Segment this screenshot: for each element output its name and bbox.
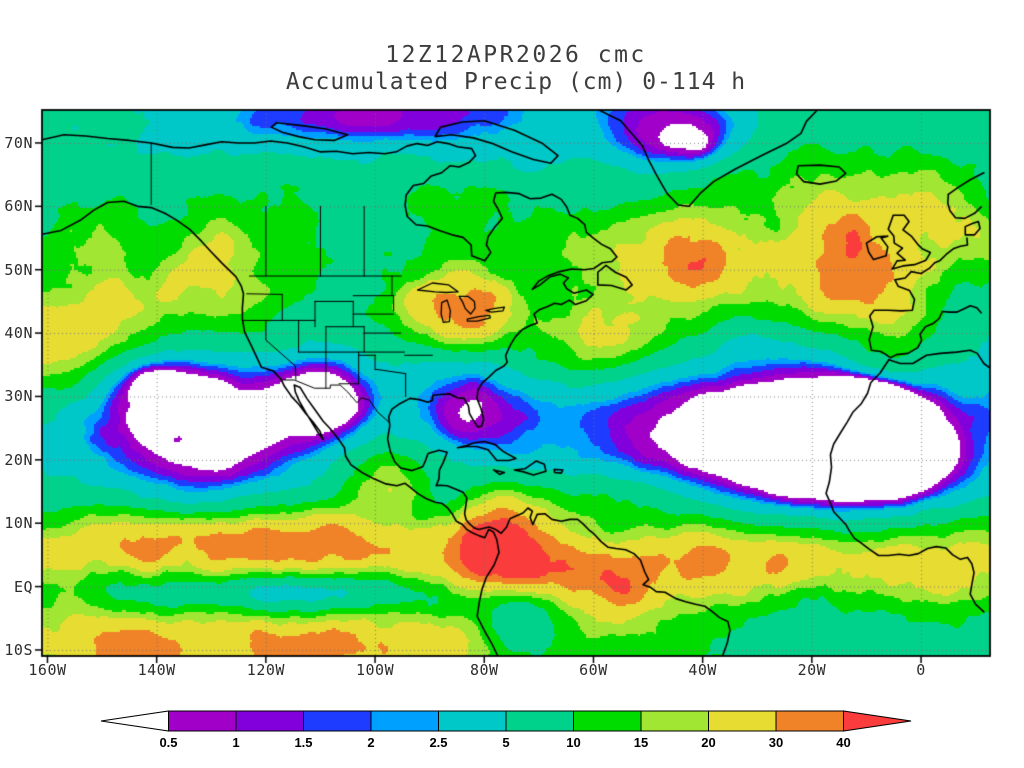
x-axis-tick-label: 60W bbox=[579, 661, 608, 679]
colorbar-tick-label: 10 bbox=[566, 735, 580, 750]
plot-title-variable: Accumulated Precip (cm) 0-114 h bbox=[285, 69, 747, 95]
plot-title-block: 12Z12APR2026 cmc Accumulated Precip (cm)… bbox=[42, 42, 990, 96]
x-axis-tick-label: 0 bbox=[916, 661, 926, 679]
colorbar-tick-label: 2.5 bbox=[429, 735, 447, 750]
y-axis-tick-label: 40N bbox=[4, 324, 33, 343]
colorbar-segment bbox=[438, 710, 507, 732]
colorbar-segment bbox=[370, 710, 439, 732]
colorbar-tick-label: 15 bbox=[634, 735, 648, 750]
y-axis-tick-label: 20N bbox=[4, 450, 33, 469]
colorbar-tick-label: 2 bbox=[367, 735, 374, 750]
x-axis-tick-label: 80W bbox=[469, 661, 499, 679]
y-axis-tick-label: 30N bbox=[4, 387, 33, 406]
colorbar-arrow-low bbox=[100, 710, 169, 732]
plot-title-run: 12Z12APR2026 cmc bbox=[385, 42, 647, 68]
y-axis-tick-label: 70N bbox=[4, 133, 33, 152]
colorbar-tick-label: 1.5 bbox=[294, 735, 312, 750]
colorbar-segment bbox=[573, 710, 642, 732]
colorbar-segment bbox=[775, 710, 844, 732]
colorbar-tick-label: 20 bbox=[701, 735, 715, 750]
colorbar-tick-label: 30 bbox=[769, 735, 783, 750]
y-axis-tick-label: 50N bbox=[4, 260, 33, 279]
colorbar-tick-label: 40 bbox=[836, 735, 850, 750]
x-axis-tick-label: 40W bbox=[688, 661, 717, 679]
x-axis-tick-label: 160W bbox=[28, 661, 67, 679]
y-axis-tick-label: EQ bbox=[13, 577, 33, 596]
colorbar-segment bbox=[303, 710, 372, 732]
colorbar-arrow-high bbox=[843, 710, 912, 732]
colorbar-segment bbox=[708, 710, 777, 732]
colorbar-tick-label: 0.5 bbox=[159, 735, 177, 750]
colorbar-tick-label: 5 bbox=[502, 735, 509, 750]
colorbar-segment bbox=[505, 710, 574, 732]
x-axis-tick-label: 120W bbox=[246, 661, 285, 679]
colorbar-segment bbox=[640, 710, 709, 732]
y-axis-tick-label: 60N bbox=[4, 197, 33, 216]
y-axis-tick-label: 10S bbox=[4, 640, 33, 659]
y-axis-tick-label: 10N bbox=[4, 514, 33, 533]
colorbar-tick-label: 1 bbox=[232, 735, 239, 750]
colorbar-segment bbox=[168, 710, 237, 732]
colorbar-legend: 0.5 1 1.5 2 2.5 5 10 15 20 30 40 bbox=[100, 710, 912, 750]
x-axis-tick-label: 100W bbox=[355, 661, 395, 679]
colorbar-segment bbox=[235, 710, 304, 732]
x-axis-tick-label: 20W bbox=[797, 661, 827, 679]
x-axis-tick-label: 140W bbox=[137, 661, 176, 679]
